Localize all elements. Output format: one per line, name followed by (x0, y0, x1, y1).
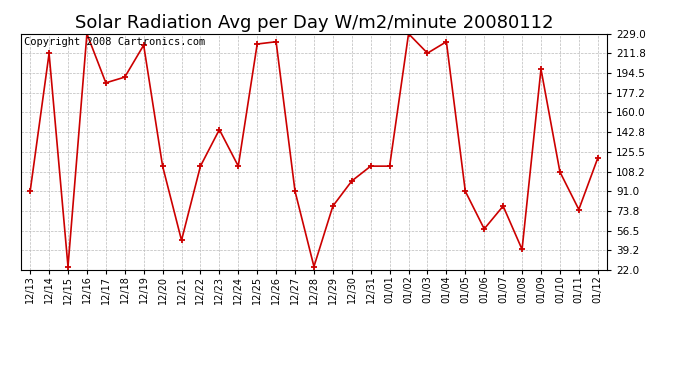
Text: Copyright 2008 Cartronics.com: Copyright 2008 Cartronics.com (23, 37, 205, 47)
Title: Solar Radiation Avg per Day W/m2/minute 20080112: Solar Radiation Avg per Day W/m2/minute … (75, 14, 553, 32)
